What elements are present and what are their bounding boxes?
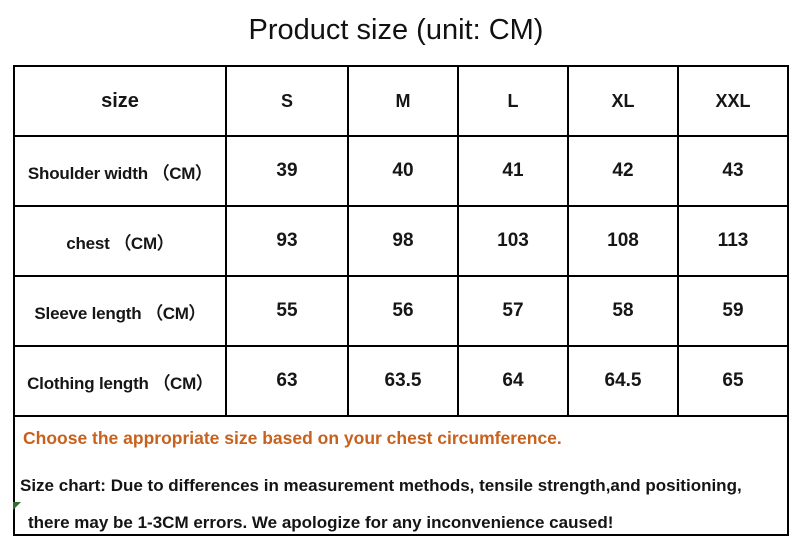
value-cell: 59: [677, 275, 789, 347]
size-table: size S M L XL XXL Shoulder width （CM） 39…: [13, 65, 789, 536]
value-cell: 55: [225, 275, 349, 347]
header-cell-size: size: [13, 65, 227, 137]
header-cell-m: M: [347, 65, 459, 137]
table-row-clothing-length: Clothing length （CM） 63 63.5 64 64.5 65: [13, 345, 789, 417]
row-label: Sleeve length （CM）: [13, 275, 227, 347]
value-cell: 64: [457, 345, 569, 417]
table-notes-row: Choose the appropriate size based on you…: [13, 415, 789, 536]
notes-cell: Choose the appropriate size based on you…: [13, 415, 789, 536]
row-label: chest （CM）: [13, 205, 227, 277]
value-cell: 63: [225, 345, 349, 417]
value-cell: 65: [677, 345, 789, 417]
value-cell: 93: [225, 205, 349, 277]
value-cell: 98: [347, 205, 459, 277]
value-cell: 64.5: [567, 345, 679, 417]
value-cell: 103: [457, 205, 569, 277]
value-cell: 42: [567, 135, 679, 207]
page-title: Product size (unit: CM): [248, 14, 544, 46]
note-line-2: there may be 1-3CM errors. We apologize …: [28, 513, 614, 532]
header-cell-l: L: [457, 65, 569, 137]
value-cell: 40: [347, 135, 459, 207]
comment-marker-icon: [13, 502, 21, 510]
value-cell: 113: [677, 205, 789, 277]
header-cell-xl: XL: [567, 65, 679, 137]
note-line-1: Size chart: Due to differences in measur…: [20, 476, 742, 495]
table-header-row: size S M L XL XXL: [13, 65, 789, 137]
row-label: Shoulder width （CM）: [13, 135, 227, 207]
value-cell: 63.5: [347, 345, 459, 417]
table-row-chest: chest （CM） 93 98 103 108 113: [13, 205, 789, 277]
value-cell: 56: [347, 275, 459, 347]
header-cell-xxl: XXL: [677, 65, 789, 137]
value-cell: 57: [457, 275, 569, 347]
value-cell: 41: [457, 135, 569, 207]
table-row-sleeve-length: Sleeve length （CM） 55 56 57 58 59: [13, 275, 789, 347]
row-label: Clothing length （CM）: [13, 345, 227, 417]
note-highlight: Choose the appropriate size based on you…: [23, 428, 562, 448]
value-cell: 39: [225, 135, 349, 207]
value-cell: 108: [567, 205, 679, 277]
value-cell: 43: [677, 135, 789, 207]
table-row-shoulder-width: Shoulder width （CM） 39 40 41 42 43: [13, 135, 789, 207]
header-cell-s: S: [225, 65, 349, 137]
value-cell: 58: [567, 275, 679, 347]
